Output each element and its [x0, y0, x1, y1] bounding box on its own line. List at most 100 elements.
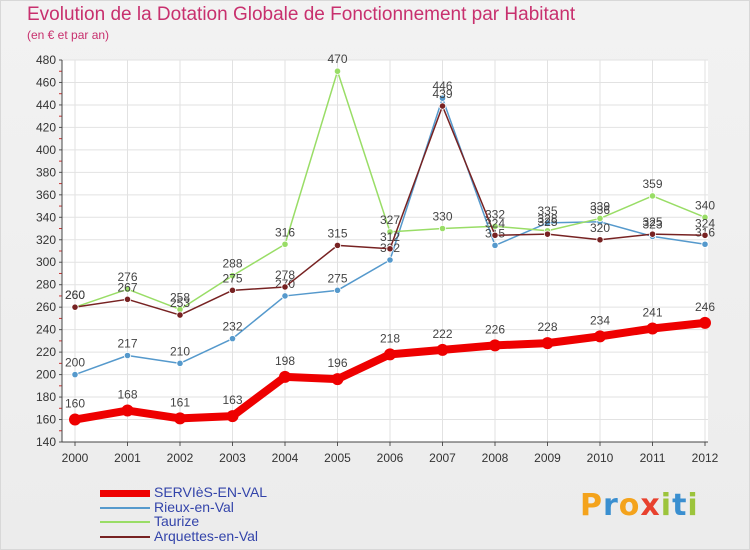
data-label: 359 [642, 177, 662, 191]
x-tick-label: 2009 [534, 451, 561, 465]
data-label: 275 [222, 271, 242, 285]
data-label: 196 [327, 356, 347, 370]
data-point [648, 230, 657, 238]
chart-legend: SERVIèS-EN-VAL Rieux-en-Val Taurize Arquett… [100, 484, 430, 545]
logo-letter: P [580, 488, 603, 523]
data-label: 232 [222, 320, 242, 334]
data-point [386, 256, 394, 264]
data-point [333, 67, 342, 75]
data-point [228, 286, 237, 294]
logo-letter: t [672, 488, 688, 523]
data-label: 275 [327, 271, 347, 285]
data-label: 323 [642, 217, 662, 231]
data-label: 222 [432, 327, 452, 341]
data-label: 198 [275, 354, 295, 368]
legend-item: Arquettes-en-Val [100, 528, 430, 545]
data-point [701, 213, 709, 221]
x-tick-label: 2010 [587, 451, 614, 465]
legend-item: Rieux-en-Val [100, 498, 430, 516]
data-label: 316 [275, 225, 295, 239]
data-label: 324 [485, 216, 505, 230]
data-label: 168 [117, 388, 137, 402]
data-point [594, 330, 606, 343]
data-label: 330 [432, 210, 452, 224]
y-tick-label: 320 [36, 233, 56, 247]
data-label: 200 [65, 356, 85, 370]
x-tick-label: 2007 [429, 451, 456, 465]
y-tick-label: 460 [36, 75, 56, 89]
x-tick-label: 2001 [114, 451, 141, 465]
legend-swatch [100, 521, 150, 523]
data-label: 320 [590, 221, 610, 235]
data-label: 327 [380, 213, 400, 227]
y-tick-label: 280 [36, 278, 56, 292]
x-tick-label: 2005 [324, 451, 351, 465]
y-tick-label: 300 [36, 255, 56, 269]
data-label: 260 [65, 288, 85, 302]
logo-letter: x [640, 488, 661, 523]
data-label: 160 [65, 397, 85, 411]
x-tick-label: 2006 [377, 451, 404, 465]
data-point [281, 240, 289, 248]
logo-letter: i [687, 488, 699, 523]
x-tick-label: 2003 [219, 451, 246, 465]
data-label: 161 [170, 395, 190, 409]
data-label: 260 [65, 288, 85, 302]
x-tick-label: 2002 [167, 451, 194, 465]
data-point [701, 240, 709, 248]
data-label: 278 [275, 268, 295, 282]
x-tick-label: 2000 [62, 451, 89, 465]
data-point [646, 322, 659, 335]
data-point [701, 231, 709, 239]
data-label: 241 [642, 306, 662, 320]
data-point [438, 102, 447, 110]
x-tick-label: 2011 [640, 451, 666, 465]
data-label: 276 [117, 270, 137, 284]
data-point [281, 292, 289, 300]
data-point [71, 303, 79, 311]
y-tick-label: 440 [36, 98, 56, 112]
data-label: 228 [537, 320, 557, 334]
data-point [386, 245, 394, 253]
data-point [123, 351, 132, 360]
data-point [123, 285, 132, 293]
data-label: 324 [695, 216, 715, 230]
data-label: 325 [537, 215, 557, 229]
data-point [279, 370, 291, 383]
data-label: 470 [327, 52, 347, 66]
logo-letter: r [603, 488, 619, 523]
legend-item: SERVIèS-EN-VAL [100, 484, 430, 501]
data-label: 315 [327, 226, 347, 240]
data-point [699, 316, 711, 329]
data-point [174, 412, 186, 425]
data-point [436, 343, 449, 356]
data-label: 328 [537, 212, 557, 226]
proxiti-logo: Proxiti [580, 488, 699, 523]
chart-subtitle: (en € et par an) [27, 28, 110, 42]
data-point [123, 295, 132, 303]
data-point [226, 410, 239, 423]
data-point [543, 219, 552, 227]
data-label: 446 [432, 79, 452, 93]
data-point [71, 370, 79, 379]
data-point [228, 335, 237, 343]
y-tick-label: 340 [36, 210, 56, 224]
data-label: 210 [170, 344, 190, 358]
y-tick-label: 480 [36, 53, 56, 67]
legend-swatch [100, 489, 150, 497]
legend-swatch [100, 506, 150, 509]
data-point [228, 272, 237, 280]
data-label: 439 [432, 87, 452, 101]
y-tick-label: 360 [36, 188, 56, 202]
y-tick-label: 380 [36, 165, 56, 179]
data-label: 253 [170, 296, 190, 310]
x-tick-label: 2004 [272, 451, 299, 465]
data-label: 332 [485, 207, 505, 221]
chart-title: Evolution de la Dotation Globale de Fonc… [27, 4, 576, 25]
legend-label: Rieux-en-Val [154, 498, 234, 515]
data-point [331, 373, 344, 386]
y-tick-label: 220 [36, 345, 56, 359]
data-point [491, 231, 499, 239]
data-label: 312 [380, 230, 400, 244]
logo-letter: i [660, 488, 673, 523]
